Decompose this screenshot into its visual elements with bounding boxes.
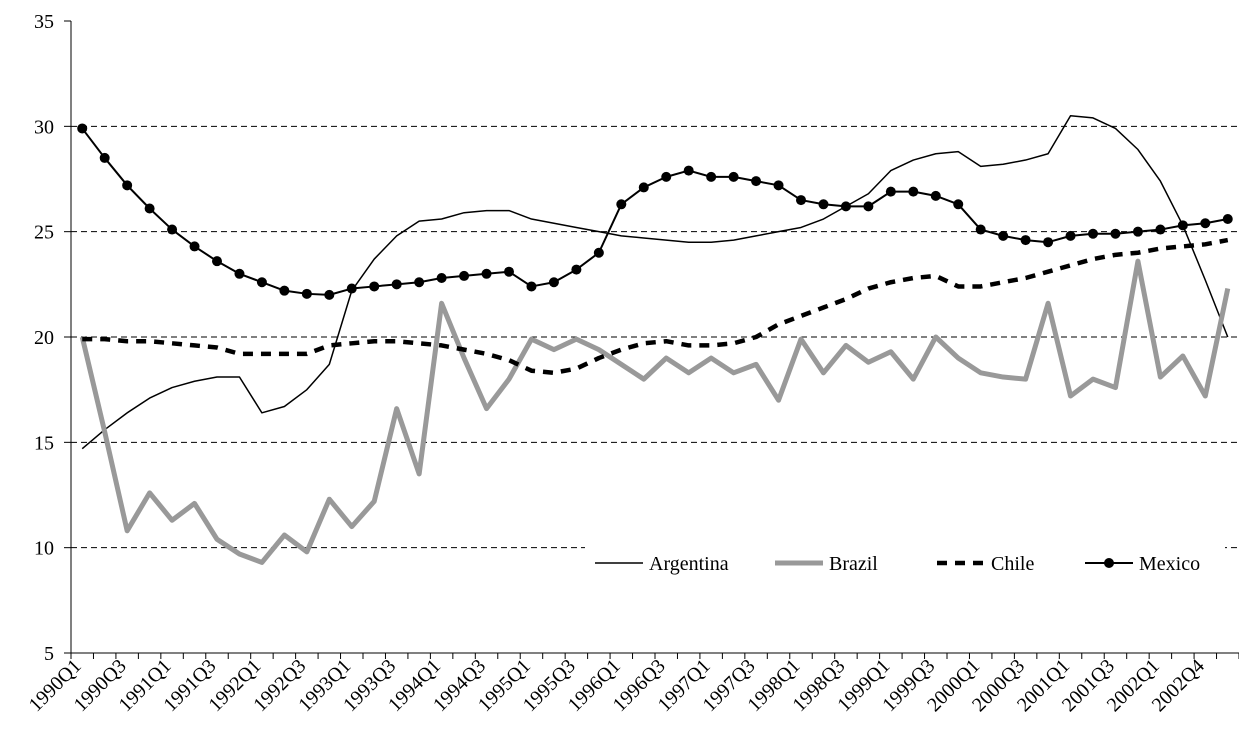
- series-marker: [346, 283, 357, 294]
- series-line: [81, 115, 1229, 450]
- y-tick-label: 15: [34, 432, 54, 454]
- series-marker: [661, 171, 672, 182]
- y-tick-label: 30: [34, 116, 54, 138]
- series-line: [82, 237, 1229, 376]
- series-marker: [616, 199, 627, 210]
- series-marker: [548, 277, 559, 288]
- legend-marker: [1104, 558, 1114, 568]
- series-marker: [256, 277, 267, 288]
- y-tick-label: 20: [34, 327, 54, 349]
- series-marker: [391, 279, 402, 290]
- series-marker: [751, 176, 762, 187]
- series-marker: [571, 264, 582, 275]
- series-marker: [638, 182, 649, 193]
- series-marker: [1177, 220, 1188, 231]
- legend-label: Argentina: [649, 553, 729, 575]
- series-marker: [796, 195, 806, 206]
- series-marker: [1020, 235, 1031, 246]
- series-marker: [144, 203, 155, 214]
- series-marker: [593, 247, 604, 258]
- series-marker: [1065, 230, 1076, 241]
- series-marker: [975, 224, 986, 235]
- series-marker: [1200, 218, 1211, 229]
- legend-label: Mexico: [1139, 553, 1200, 575]
- series-marker: [953, 199, 964, 210]
- series-marker: [840, 201, 851, 212]
- series-marker: [773, 180, 784, 191]
- series-marker: [930, 190, 941, 201]
- series-marker: [526, 281, 537, 292]
- series-marker: [301, 288, 312, 299]
- series-marker: [369, 281, 380, 292]
- series-marker: [818, 199, 829, 210]
- series-marker: [324, 289, 335, 300]
- y-tick-label: 35: [34, 11, 54, 33]
- series-line: [79, 258, 1231, 565]
- series-marker: [863, 201, 874, 212]
- series-marker: [1222, 214, 1233, 225]
- series-marker: [77, 123, 88, 134]
- series-marker: [1043, 237, 1054, 248]
- series-marker: [885, 186, 896, 197]
- series-marker: [99, 152, 110, 163]
- series-marker: [706, 171, 717, 182]
- legend-label: Chile: [991, 553, 1034, 575]
- series-marker: [1110, 228, 1121, 239]
- legend-label: Brazil: [829, 553, 878, 575]
- series-marker: [683, 165, 694, 176]
- series-marker: [908, 186, 919, 197]
- series-marker: [1088, 228, 1098, 239]
- series-marker: [998, 230, 1009, 241]
- series-marker: [189, 241, 200, 252]
- series-marker: [212, 256, 222, 267]
- series-marker: [122, 180, 133, 191]
- y-tick-label: 10: [34, 538, 54, 560]
- series-marker: [481, 268, 492, 279]
- series-marker: [234, 268, 245, 279]
- y-tick-label: 25: [34, 222, 54, 244]
- series-marker: [414, 277, 425, 288]
- series-marker: [1132, 226, 1143, 237]
- y-tick-label: 5: [44, 643, 54, 665]
- series-marker: [459, 270, 470, 281]
- series-marker: [279, 285, 290, 296]
- series-marker: [1155, 224, 1166, 235]
- series-marker: [504, 266, 514, 277]
- series-marker: [728, 171, 739, 182]
- series-line: [81, 127, 1228, 296]
- series-marker: [167, 224, 178, 235]
- series-marker: [436, 273, 447, 284]
